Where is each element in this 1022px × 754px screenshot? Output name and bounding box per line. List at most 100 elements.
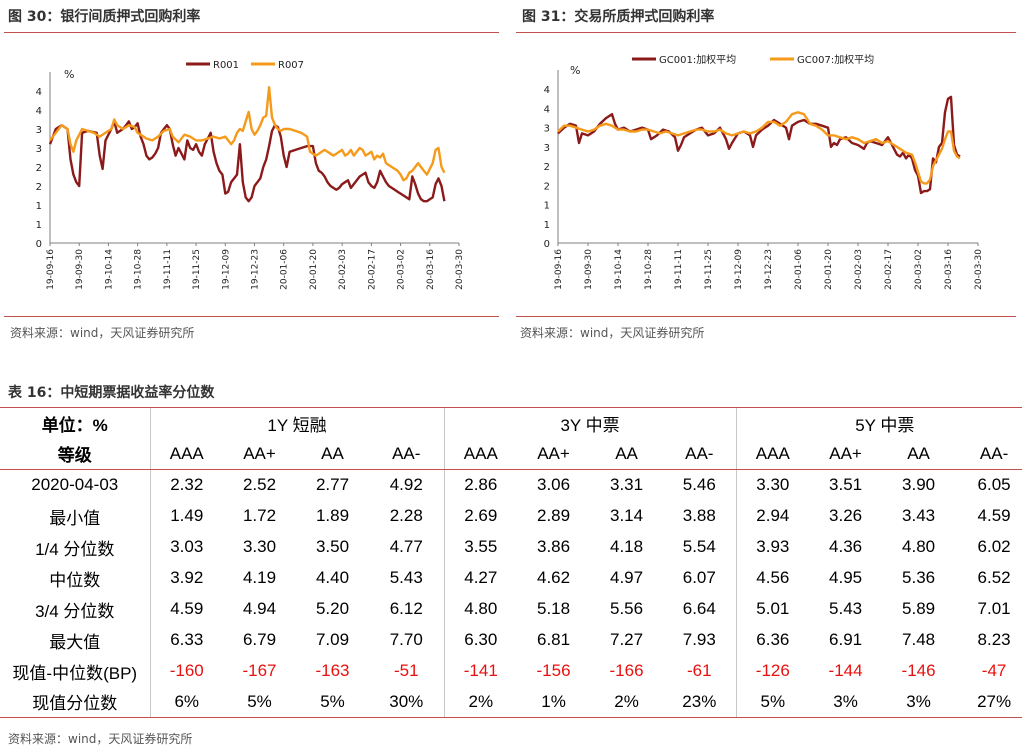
table-cell: 4.56	[735, 562, 810, 594]
table-cell: 6.07	[682, 568, 716, 587]
fig31-title: 图 31：交易所质押式回购利率	[522, 9, 715, 25]
table-cell: 5.46	[682, 475, 716, 495]
table-cell: 4.80	[443, 593, 518, 625]
x-tick-label: 19-11-25	[192, 249, 202, 290]
table-cell: -163	[315, 661, 350, 680]
table-header-groups: 单位：% 1Y 短融 3Y 中票 5Y 中票	[0, 407, 1022, 439]
table-cell: -160	[149, 655, 223, 687]
x-tick-label: 20-03-02	[914, 249, 924, 290]
x-tick-label: 19-10-28	[134, 249, 144, 290]
table-cell: 2.69	[443, 500, 518, 532]
grade-header: AA+	[223, 438, 296, 470]
x-tick-label: 20-03-16	[944, 249, 954, 290]
table-cell: 2%	[590, 686, 664, 718]
table-cell: -166	[609, 661, 644, 680]
table-cell: 2%	[443, 686, 518, 718]
table-cell: 4.97	[609, 568, 644, 587]
fig31-title-rule	[516, 32, 1016, 33]
row-label: 中位数	[49, 570, 101, 590]
table-cell: 2.32	[149, 469, 223, 501]
grade-header: AAA	[735, 438, 810, 470]
x-tick-label: 19-09-16	[46, 249, 56, 290]
x-tick-label: 19-12-23	[764, 249, 774, 290]
legend-label-gc007: GC007:加权平均	[797, 53, 874, 66]
table-cell: -156	[536, 661, 571, 680]
table-cell: 3.51	[829, 475, 863, 495]
table-cell: 3.43	[902, 506, 936, 525]
table-cell: 5.56	[609, 599, 644, 618]
table-cell: 6.81	[536, 630, 571, 649]
table-cell: 4.59	[977, 506, 1011, 525]
table-cell: 6.79	[242, 630, 277, 649]
legend-label-r007: R007	[278, 60, 304, 71]
y-tick-label: 4	[36, 106, 42, 117]
table-cell: 4.19	[242, 568, 277, 587]
table-cell: 7.09	[315, 630, 350, 649]
table-cell: 7.93	[682, 630, 716, 649]
grade-header: AA+	[517, 438, 591, 470]
grade-label: 等级	[0, 438, 150, 470]
table-cell: 3.50	[315, 537, 350, 556]
x-tick-label: 20-02-17	[884, 249, 894, 290]
table-cell: 6.36	[735, 624, 810, 656]
table-cell: 7.01	[977, 599, 1011, 618]
x-tick-label: 20-01-20	[309, 249, 319, 290]
y-tick-label: 4	[36, 87, 42, 98]
y-tick-label: 1	[544, 201, 550, 212]
table-cell: 6.02	[977, 537, 1011, 556]
table-cell: 7.70	[389, 630, 423, 649]
table-cell: 30%	[369, 686, 445, 718]
table-cell: -47	[981, 661, 1007, 680]
table-cell: 3.93	[735, 531, 810, 563]
table-cell: 3.14	[609, 506, 644, 525]
x-tick-label: 19-09-30	[75, 249, 85, 290]
series-line-gc007	[557, 111, 961, 185]
x-tick-label: 20-03-16	[426, 249, 436, 290]
table-cell: 6.05	[977, 475, 1011, 495]
table-cell: 3.90	[902, 475, 936, 495]
grade-header: AA	[590, 438, 664, 470]
table-cell: 7.27	[609, 630, 644, 649]
x-tick-label: 19-12-23	[251, 249, 261, 290]
y-tick-label: 1	[36, 220, 42, 231]
x-tick-label: 19-09-16	[554, 249, 564, 290]
table-cell: 1.89	[315, 506, 350, 525]
y-tick-label: 0	[544, 239, 550, 250]
table-cell: 5.18	[536, 599, 571, 618]
legend-label-gc001: GC001:加权平均	[659, 53, 736, 66]
quantile-table: 单位：% 1Y 短融 3Y 中票 5Y 中票 等级 AAA AA+ AA AA- AAA…	[0, 407, 1022, 718]
x-tick-label: 19-10-14	[104, 249, 114, 290]
row-label: 现值-中位数(BP)	[12, 663, 138, 683]
table-cell: 3.55	[443, 531, 518, 563]
table-cell: 8.23	[977, 630, 1011, 649]
table-cell: 4.95	[829, 568, 863, 587]
table-cell: 4.59	[149, 593, 223, 625]
table-cell: 5.43	[389, 568, 423, 587]
table-cell: 5.01	[735, 593, 810, 625]
table-cell: 5%	[223, 686, 296, 718]
series-line-r001	[48, 120, 446, 203]
fig31-unit-label: %	[570, 64, 580, 77]
table-row: 现值分位数 6% 5% 5% 30% 2% 1% 2% 23% 5% 3% 3% 27%	[0, 686, 1022, 718]
x-tick-label: 20-01-06	[280, 249, 290, 290]
row-label: 最大值	[49, 632, 101, 652]
table-cell: -141	[443, 655, 518, 687]
x-tick-label: 20-01-20	[824, 249, 834, 290]
x-tick-label: 19-11-11	[163, 249, 173, 290]
table-cell: -144	[828, 661, 863, 680]
fig30-chart: % R001 R007 0 1 1 2 2 3 3 4 4 19-09-16 19-09-30 19-…	[36, 60, 465, 290]
row-label: 最小值	[49, 508, 101, 528]
table-cell: 6%	[149, 686, 223, 718]
group-header-3y: 3Y 中票	[443, 407, 737, 439]
table-cell: 5%	[296, 686, 369, 718]
grade-header: AA	[296, 438, 369, 470]
table-row: 现值-中位数(BP) -160 -167 -163 -51 -141 -156 -166 -61…	[0, 655, 1022, 687]
table-cell: 5.20	[315, 599, 350, 618]
grade-header: AAA	[149, 438, 223, 470]
fig31-chart: % GC001:加权平均 GC007:加权平均 0 1 1 2 2 3 3 4 4 19-09-1…	[544, 53, 984, 290]
grade-header: AAA	[443, 438, 518, 470]
table-cell: 3.31	[609, 475, 644, 495]
fig30-unit-label: %	[64, 68, 74, 81]
row-label: 现值分位数	[0, 686, 150, 718]
table-cell: 2.28	[389, 506, 423, 525]
